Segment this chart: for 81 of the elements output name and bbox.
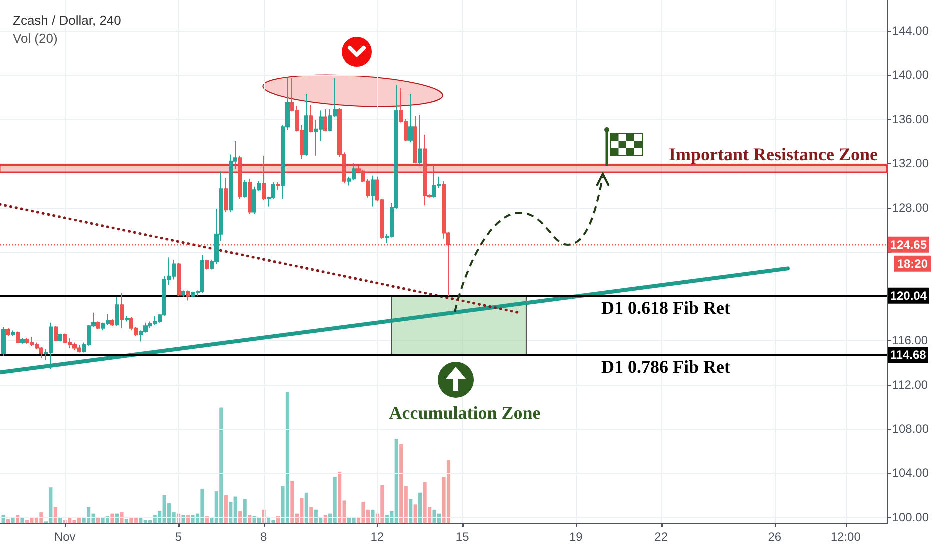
ref-line-label: 120.04 [890,288,928,303]
ref-line-label: 124.65 [890,238,928,252]
y-tick-label: 132.00 [892,156,930,171]
candlestick [408,93,413,144]
bar [120,512,124,523]
x-tick-label: 19 [569,530,584,544]
y-tick-label: 144.00 [892,24,930,38]
bar [304,492,308,523]
candlestick [309,104,313,134]
candlestick [115,296,119,327]
candlestick [413,116,417,164]
candlestick [177,262,181,297]
band-label: Accumulation Zone [389,403,541,424]
y-tick-label: 112.00 [892,378,928,392]
candlestick [205,259,209,270]
bar [414,504,418,523]
text: Zcash / Dollar, 240 [13,13,122,28]
bar [58,518,62,523]
x-tick-label: 15 [456,530,470,544]
band-label: Important Resistance Zone [669,144,878,164]
bar [224,495,228,523]
candlestick [125,316,129,322]
bar [409,499,413,523]
annotation: D1 0.786 Fib Ret [602,357,730,378]
candlestick [304,93,308,156]
x-tick-label: 12 [370,530,384,544]
x-tick-label: 22 [654,530,668,544]
candlestick [243,180,247,198]
bar [20,518,24,523]
candlestick [20,338,25,344]
y-tick-label: 104.00 [892,466,930,480]
bar [310,507,314,523]
y-tick-label: 116.00 [892,334,928,348]
y-tick-label: 128.00 [892,200,930,215]
candlestick [200,254,204,294]
x-tick-label: 12:00 [830,530,862,544]
text: 18:20 [897,256,928,271]
ref-line-label: 114.68 [890,348,927,362]
candlestick [418,114,422,166]
candlestick [323,108,327,132]
x-tick-label: 5 [175,530,182,544]
text: Vol (20) [13,31,58,46]
y-tick-label: 100.00 [892,510,930,524]
y-tick-label: 136.00 [892,112,930,126]
y-tick-label: 140.00 [892,68,930,82]
bar [124,519,128,523]
bar [54,507,58,523]
bar [96,518,100,523]
candlestick [54,326,58,342]
candlestick [6,328,10,337]
bar [182,515,186,523]
candlestick [110,319,114,327]
candlestick [120,292,124,329]
y-tick-label: 108.00 [892,422,930,436]
candlestick [238,155,242,200]
candlestick [58,333,62,342]
annotation: D1 0.618 Fib Ret [602,298,730,318]
candlestick [16,331,20,344]
candlestick [1,326,6,357]
bar [257,518,262,523]
candlestick [181,290,185,298]
x-tick-label: Nov [54,530,76,544]
bar [371,510,375,523]
candlestick [248,178,252,216]
candlestick [72,342,77,352]
candlestick [186,290,190,302]
candlestick [96,321,100,330]
bar [418,492,422,523]
candlestick [276,182,280,191]
candlestick [262,155,266,201]
candlestick [39,346,43,359]
bar [238,511,242,523]
candlestick [11,330,15,337]
x-tick-label: 26 [768,530,782,544]
bar [243,499,247,523]
bar [6,519,10,523]
candlestick [224,178,228,213]
bar [11,518,15,523]
x-tick-label: 8 [260,530,268,544]
candlestick [371,175,375,208]
bar [110,514,114,523]
